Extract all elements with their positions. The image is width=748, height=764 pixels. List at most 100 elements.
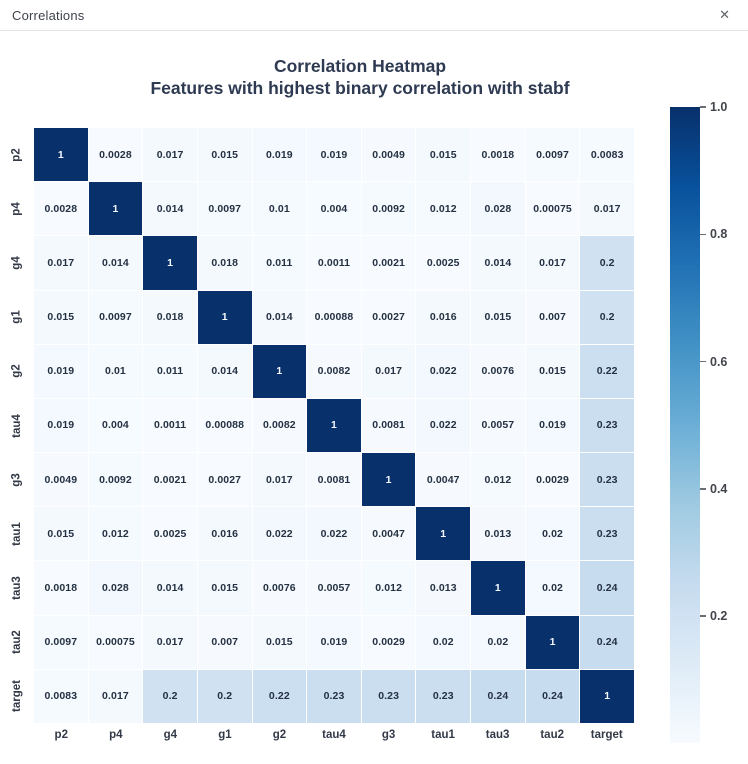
- heatmap-cell: 0.00075: [88, 615, 143, 669]
- heatmap-cell: 0.22: [252, 669, 307, 723]
- x-axis-label: p2: [54, 729, 68, 741]
- colorbar-tick: 0.6: [700, 355, 727, 369]
- y-axis-label: g1: [10, 310, 23, 325]
- heatmap-cell: 0.0097: [88, 290, 143, 344]
- x-axis-label: g1: [218, 729, 232, 741]
- y-axis-label: g3: [10, 472, 23, 487]
- heatmap-plot-area: Correlation Heatmap Features with highes…: [0, 31, 748, 764]
- heatmap-cell: 0.017: [88, 669, 143, 723]
- heatmap-cell: 0.0011: [143, 398, 197, 453]
- heatmap-cell: 0.015: [197, 561, 252, 615]
- heatmap-cell: 0.0025: [143, 507, 197, 561]
- heatmap-cell: 0.015: [416, 128, 471, 182]
- colorbar-tick-mark: [700, 106, 706, 108]
- heatmap-cell: 0.2: [580, 290, 634, 344]
- heatmap-cell: 0.015: [252, 615, 307, 669]
- heatmap-cell: 0.02: [416, 615, 471, 669]
- heatmap-cell: 1: [197, 290, 252, 344]
- heatmap-cell: 0.028: [471, 182, 525, 236]
- heatmap-cell: 0.0049: [361, 128, 416, 182]
- heatmap-cell: 0.012: [361, 561, 416, 615]
- heatmap-cell: 0.007: [197, 615, 252, 669]
- colorbar-tick-mark: [700, 615, 706, 617]
- colorbar-tick: 1.0: [700, 100, 727, 114]
- heatmap-cell: 0.011: [252, 236, 307, 290]
- heatmap-cell: 0.0028: [88, 128, 143, 182]
- heatmap-cell: 0.004: [307, 182, 361, 236]
- heatmap-cell: 0.0011: [307, 236, 361, 290]
- heatmap-cell: 0.019: [307, 128, 361, 182]
- y-axis-label: p4: [10, 202, 23, 216]
- heatmap-cell: 0.019: [252, 128, 307, 182]
- heatmap-cell: 1: [143, 236, 197, 290]
- heatmap-cell: 0.015: [34, 507, 88, 561]
- heatmap-cell: 0.018: [143, 290, 197, 344]
- heatmap-cell: 0.017: [34, 236, 88, 290]
- heatmap-cell: 0.0027: [361, 290, 416, 344]
- y-axis-label: tau3: [11, 575, 23, 600]
- heatmap-cell: 0.00088: [197, 398, 252, 453]
- heatmap-cell: 0.0029: [525, 453, 580, 507]
- heatmap-cell: 0.23: [580, 507, 634, 561]
- heatmap-cell: 0.0082: [307, 344, 361, 398]
- modal-header: Correlations ✕: [0, 0, 748, 31]
- window-title: Correlations: [12, 7, 85, 23]
- chart-title-line2: Features with highest binary correlation…: [150, 78, 570, 98]
- heatmap-cell: 0.23: [580, 453, 634, 507]
- heatmap-cell: 0.00075: [525, 182, 580, 236]
- heatmap-cell: 0.23: [307, 669, 361, 723]
- heatmap-cell: 0.0018: [34, 561, 88, 615]
- x-axis-label: target: [590, 729, 623, 741]
- heatmap-cell: 0.0081: [307, 453, 361, 507]
- y-axis-label: p2: [10, 148, 23, 162]
- heatmap-cell: 0.028: [88, 561, 143, 615]
- heatmap-cell: 0.23: [361, 669, 416, 723]
- heatmap-cell: 0.24: [471, 669, 525, 723]
- heatmap-cell: 0.0021: [361, 236, 416, 290]
- heatmap-cell: 0.0076: [471, 344, 525, 398]
- y-axis-label: tau1: [11, 521, 23, 546]
- heatmap-cell: 0.0047: [416, 453, 471, 507]
- heatmap-cell: 0.012: [88, 507, 143, 561]
- x-axis-labels: p2 p4 g4 g1 g2 tau4 g3 tau1 tau3 tau2 target: [34, 729, 634, 741]
- heatmap-cell: 0.014: [88, 236, 143, 290]
- heatmap-cell: 0.012: [471, 453, 525, 507]
- heatmap-cell: 0.0097: [34, 615, 88, 669]
- y-axis-label: tau2: [11, 630, 23, 654]
- heatmap-cell: 0.0097: [197, 182, 252, 236]
- heatmap-cell: 0.00088: [307, 290, 361, 344]
- y-axis-label: tau4: [11, 413, 23, 438]
- heatmap-cell: 0.24: [580, 615, 634, 669]
- heatmap-cell: 0.2: [143, 669, 197, 723]
- heatmap-cell: 0.017: [252, 453, 307, 507]
- heatmap-cell: 0.014: [252, 290, 307, 344]
- heatmap-cell: 1: [416, 507, 471, 561]
- heatmap-cell: 0.0083: [34, 669, 88, 723]
- heatmap-cell: 0.0076: [252, 561, 307, 615]
- heatmap-cell: 0.017: [580, 182, 634, 236]
- colorbar-tick-label: 1.0: [710, 100, 728, 114]
- heatmap-cell: 0.019: [525, 398, 580, 453]
- heatmap-cell: 0.013: [416, 561, 471, 615]
- heatmap-cell: 0.0092: [361, 182, 416, 236]
- heatmap-cell: 0.0081: [361, 398, 416, 453]
- heatmap-cell: 1: [252, 344, 307, 398]
- heatmap-cell: 0.016: [416, 290, 471, 344]
- heatmap-cell: 0.011: [143, 344, 197, 398]
- heatmap-cell: 1: [88, 182, 143, 236]
- heatmap-cell: 0.017: [525, 236, 580, 290]
- close-icon[interactable]: ✕: [713, 5, 736, 26]
- heatmap-cell: 0.014: [471, 236, 525, 290]
- heatmap-cell: 1: [471, 561, 525, 615]
- x-axis-label: p4: [109, 729, 123, 741]
- heatmap-cell: 0.23: [580, 398, 634, 453]
- heatmap-cell: 0.0057: [471, 398, 525, 453]
- heatmap-cell: 0.022: [307, 507, 361, 561]
- heatmap-cell: 1: [34, 128, 88, 182]
- heatmap-cell: 0.004: [88, 398, 143, 453]
- heatmap-cell: 0.0092: [88, 453, 143, 507]
- heatmap-cell: 0.013: [471, 507, 525, 561]
- heatmap-cell: 0.018: [197, 236, 252, 290]
- chart-title-line1: Correlation Heatmap: [273, 56, 447, 76]
